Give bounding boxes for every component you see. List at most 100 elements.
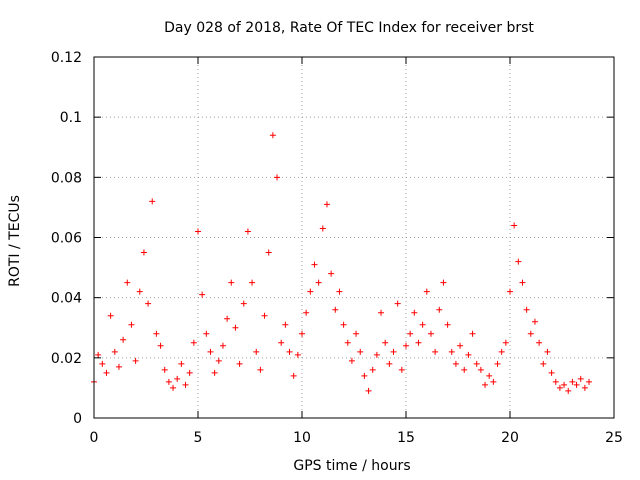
data-point: [344, 339, 351, 346]
x-tick-label: 0: [90, 430, 99, 446]
y-axis-ticks: 0 0.02 0.04 0.06 0.08 0.1 0.12: [51, 50, 614, 427]
data-point: [120, 336, 127, 343]
data-point: [353, 330, 360, 337]
data-point: [132, 357, 139, 364]
data-point: [398, 366, 405, 373]
data-point: [211, 369, 218, 376]
data-point: [473, 360, 480, 367]
data-point: [440, 279, 447, 286]
data-point: [581, 384, 588, 391]
data-point: [394, 300, 401, 307]
data-point: [153, 330, 160, 337]
data-point: [365, 387, 372, 394]
data-point: [502, 339, 509, 346]
data-point: [415, 339, 422, 346]
data-point: [128, 321, 135, 328]
x-tick-label: 20: [501, 430, 519, 446]
data-point: [294, 351, 301, 358]
data-point: [95, 351, 102, 358]
data-point: [328, 270, 335, 277]
y-tick-label: 0.04: [51, 291, 82, 307]
data-point: [507, 288, 513, 295]
y-tick-label: 0.06: [51, 231, 82, 247]
data-point: [253, 348, 260, 355]
data-point: [274, 174, 281, 181]
data-point: [215, 357, 222, 364]
data-point: [519, 279, 526, 286]
data-point: [207, 348, 214, 355]
data-point: [340, 321, 347, 328]
x-tick-label: 25: [605, 430, 623, 446]
data-point: [228, 279, 235, 286]
data-point: [523, 306, 530, 313]
data-point: [124, 279, 131, 286]
data-point: [107, 312, 114, 319]
data-point: [282, 321, 289, 328]
data-point: [427, 330, 434, 337]
y-tick-label: 0: [73, 411, 82, 427]
data-point: [536, 339, 543, 346]
data-point: [311, 261, 318, 268]
data-point: [490, 378, 497, 385]
data-point: [565, 387, 572, 394]
data-point: [419, 321, 426, 328]
data-point: [240, 300, 247, 307]
y-axis-label: ROTI / TECUs: [7, 195, 23, 287]
data-point: [515, 258, 522, 265]
data-point: [386, 360, 393, 367]
data-point: [403, 342, 409, 349]
data-point: [170, 384, 177, 391]
data-point: [423, 288, 430, 295]
data-point: [548, 369, 555, 376]
data-point: [452, 360, 459, 367]
data-point: [448, 348, 455, 355]
data-point: [469, 330, 476, 337]
data-point: [307, 288, 314, 295]
data-point: [232, 324, 239, 331]
data-point: [444, 321, 451, 328]
data-point: [457, 342, 464, 349]
data-point: [465, 351, 472, 358]
data-point: [498, 348, 505, 355]
data-point: [186, 369, 193, 376]
data-point: [511, 222, 518, 229]
data-point: [249, 279, 256, 286]
data-point: [569, 378, 576, 385]
data-point: [486, 372, 493, 379]
data-point: [573, 381, 580, 388]
data-point: [244, 228, 251, 235]
y-tick-label: 0.1: [60, 110, 82, 126]
data-point: [482, 381, 489, 388]
data-point: [111, 348, 118, 355]
data-point: [174, 375, 181, 382]
data-point: [145, 300, 152, 307]
data-point: [99, 360, 106, 367]
data-point: [411, 309, 418, 316]
data-point: [319, 225, 326, 232]
data-point: [261, 312, 268, 319]
x-tick-label: 5: [194, 430, 203, 446]
data-point: [165, 378, 172, 385]
data-point: [336, 288, 343, 295]
data-point: [373, 351, 380, 358]
data-point: [140, 249, 147, 256]
data-point: [382, 339, 389, 346]
y-tick-label: 0.02: [51, 351, 82, 367]
data-point: [178, 360, 185, 367]
data-point: [199, 291, 206, 298]
data-point: [332, 306, 339, 313]
data-point: [531, 318, 538, 325]
data-point: [561, 381, 568, 388]
data-point: [269, 132, 276, 139]
data-point: [461, 366, 468, 373]
data-point: [303, 309, 310, 316]
x-axis-label: GPS time / hours: [293, 458, 410, 474]
data-point: [195, 228, 201, 235]
data-point: [390, 348, 397, 355]
data-point: [556, 384, 563, 391]
data-point: [236, 360, 243, 367]
data-point: [157, 342, 164, 349]
data-point: [378, 309, 385, 316]
data-point: [577, 375, 584, 382]
data-point: [190, 339, 197, 346]
